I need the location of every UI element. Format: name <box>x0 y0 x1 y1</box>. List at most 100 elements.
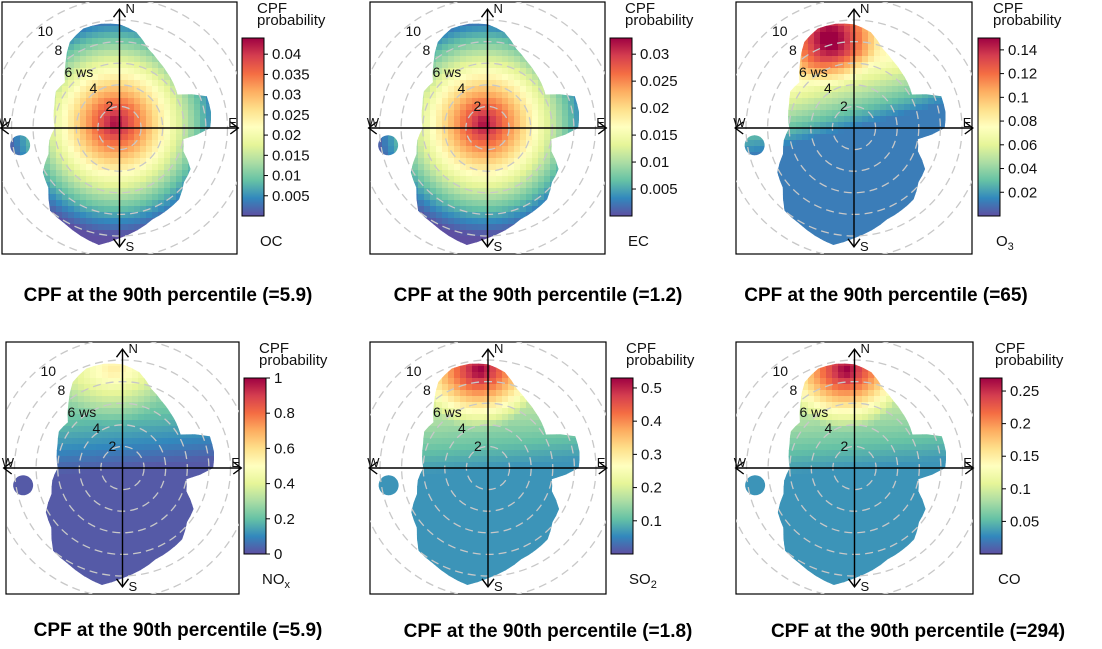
ring-label: 10 <box>772 23 788 39</box>
pollutant-label: EC <box>628 233 649 250</box>
dir-n-label: N <box>494 341 503 356</box>
dir-w-label: W <box>0 115 12 130</box>
colorbar-tick: 0.12 <box>1008 66 1037 83</box>
ring-label: 10 <box>38 23 54 39</box>
ring-label: 4 <box>93 420 101 436</box>
ring-label: 2 <box>474 438 482 454</box>
pollutant-label: CO <box>998 571 1021 588</box>
dir-e-label: E <box>596 115 605 130</box>
ring-label: 10 <box>41 363 57 379</box>
dir-w-label: W <box>367 115 380 130</box>
ring-label: 8 <box>790 382 798 398</box>
colorbar-tick: 0.005 <box>272 188 310 205</box>
ring-label: 6 ws <box>799 64 828 80</box>
ring-label: 4 <box>90 80 98 96</box>
colorbar <box>242 38 264 216</box>
ring-label: 8 <box>58 382 66 398</box>
ring-label: 4 <box>825 420 833 436</box>
colorbar-tick: 0.5 <box>641 380 662 397</box>
dir-n-label: N <box>126 1 135 16</box>
dir-w-label: W <box>367 455 380 470</box>
colorbar-tick: 0.04 <box>272 46 301 63</box>
dir-n-label: N <box>860 1 869 16</box>
colorbar-subtitle: probability <box>995 352 1064 369</box>
dir-n-label: N <box>861 341 870 356</box>
colorbar-tick: 0.1 <box>641 513 662 530</box>
ring-label: 2 <box>109 438 117 454</box>
colorbar-tick: 0.2 <box>641 480 662 497</box>
ring-label: 2 <box>474 98 482 114</box>
ring-label: 8 <box>423 382 431 398</box>
dir-s-label: S <box>494 239 503 254</box>
colorbar-tick: 0.025 <box>272 107 310 124</box>
dir-s-label: S <box>861 579 870 594</box>
colorbar-tick: 0.8 <box>274 405 295 422</box>
ring-label: 6 ws <box>65 64 94 80</box>
colorbar <box>610 38 632 216</box>
panel-caption: CPF at the 90th percentile (=1.8) <box>404 621 693 642</box>
pollutant-label: OC <box>260 233 283 250</box>
colorbar-tick: 0.015 <box>640 127 678 144</box>
ring-label: 8 <box>789 42 797 58</box>
panel-caption: CPF at the 90th percentile (=294) <box>771 621 1065 642</box>
ring-label: 4 <box>458 420 466 436</box>
colorbar-subtitle: probability <box>626 352 695 369</box>
ring-label: 10 <box>406 23 422 39</box>
ring-label: 8 <box>423 42 431 58</box>
colorbar-tick: 0.01 <box>640 154 669 171</box>
dir-e-label: E <box>597 455 606 470</box>
ring-label: 2 <box>106 98 114 114</box>
ring-label: 4 <box>458 80 466 96</box>
colorbar-subtitle: probability <box>259 352 328 369</box>
panel-caption: CPF at the 90th percentile (=5.9) <box>24 285 313 306</box>
colorbar-tick: 0.3 <box>641 446 662 463</box>
dir-s-label: S <box>129 579 138 594</box>
colorbar-subtitle: probability <box>993 12 1062 29</box>
colorbar-tick: 0.2 <box>274 511 295 528</box>
colorbar-tick: 0.02 <box>640 100 669 117</box>
dir-e-label: E <box>231 455 240 470</box>
colorbar-tick: 0.03 <box>272 87 301 104</box>
colorbar-tick: 0.015 <box>272 147 310 164</box>
colorbar-tick: 0.035 <box>272 66 310 83</box>
colorbar-tick: 1 <box>274 370 282 387</box>
colorbar-tick: 0.4 <box>641 413 662 430</box>
pollutant-label: NOx <box>262 571 291 591</box>
dir-e-label: E <box>228 115 237 130</box>
colorbar-tick: 0.4 <box>274 476 295 493</box>
dir-s-label: S <box>860 239 869 254</box>
ring-label: 2 <box>841 438 849 454</box>
ring-label: 10 <box>406 363 422 379</box>
dir-n-label: N <box>494 1 503 16</box>
ring-label: 6 ws <box>68 404 97 420</box>
colorbar-tick: 0.06 <box>1008 137 1037 154</box>
colorbar-tick: 0.15 <box>1010 448 1039 465</box>
pollutant-label: SO2 <box>629 571 657 591</box>
ring-label: 10 <box>773 363 789 379</box>
colorbar-tick: 0.03 <box>640 46 669 63</box>
colorbar-tick: 0.1 <box>1008 89 1029 106</box>
dir-w-label: W <box>733 115 746 130</box>
dir-n-label: N <box>129 341 138 356</box>
colorbar-tick: 0.14 <box>1008 42 1037 59</box>
ring-label: 6 ws <box>433 404 462 420</box>
colorbar-tick: 0.02 <box>272 127 301 144</box>
colorbar-tick: 0.1 <box>1010 481 1031 498</box>
dir-e-label: E <box>963 115 972 130</box>
dir-s-label: S <box>126 239 135 254</box>
dir-s-label: S <box>494 579 503 594</box>
colorbar-subtitle: probability <box>625 12 694 29</box>
panel-caption: CPF at the 90th percentile (=65) <box>744 285 1028 306</box>
ring-label: 2 <box>840 98 848 114</box>
colorbar-tick: 0.02 <box>1008 184 1037 201</box>
colorbar-tick: 0.08 <box>1008 113 1037 130</box>
colorbar-subtitle: probability <box>257 12 326 29</box>
ring-label: 6 ws <box>800 404 829 420</box>
